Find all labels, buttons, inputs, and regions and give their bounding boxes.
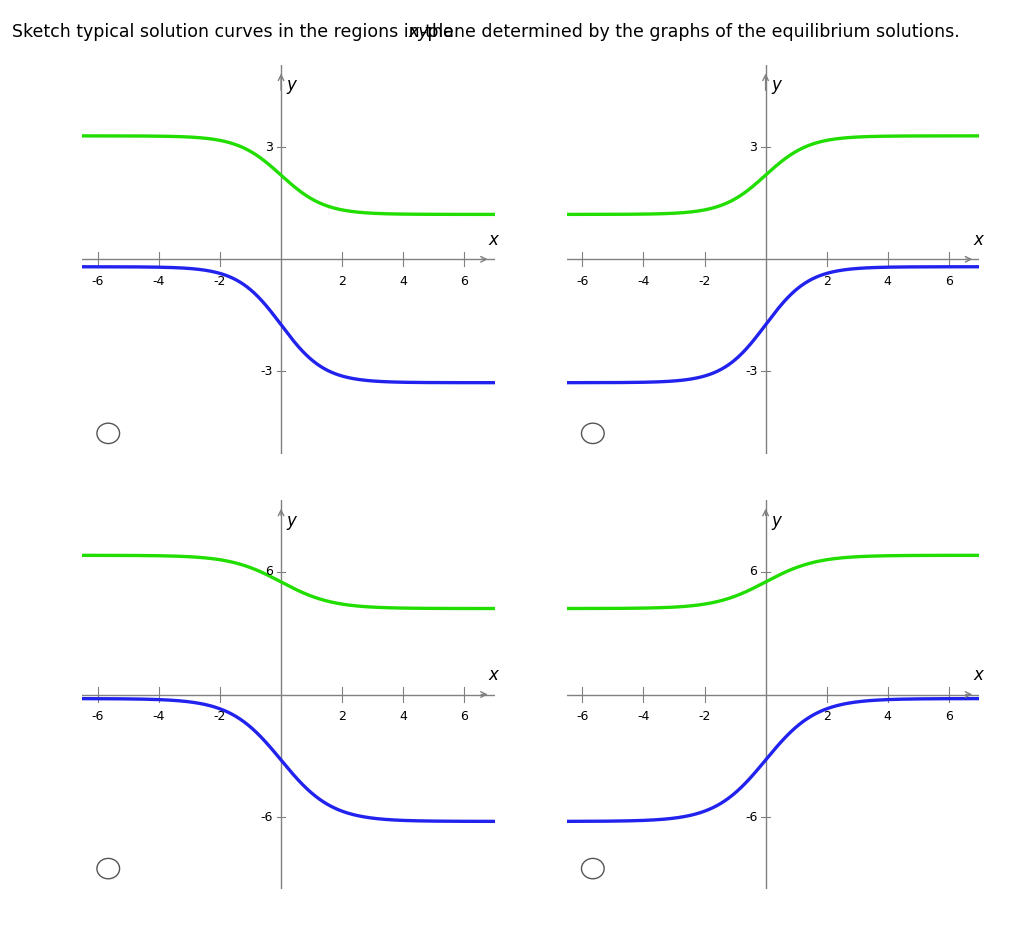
- Text: xy: xy: [408, 23, 429, 41]
- Text: 6: 6: [265, 565, 273, 578]
- Text: 6: 6: [461, 710, 468, 723]
- Text: -plane determined by the graphs of the equilibrium solutions.: -plane determined by the graphs of the e…: [422, 23, 960, 41]
- Text: 4: 4: [399, 275, 407, 288]
- Text: -6: -6: [576, 710, 589, 723]
- Text: 6: 6: [945, 275, 953, 288]
- Text: 4: 4: [884, 710, 892, 723]
- Text: -2: -2: [698, 710, 710, 723]
- Text: -2: -2: [698, 275, 710, 288]
- Text: 2: 2: [338, 275, 346, 288]
- Text: 3: 3: [750, 141, 758, 154]
- Text: -3: -3: [261, 365, 273, 378]
- Text: x: x: [973, 231, 983, 248]
- Text: -6: -6: [92, 710, 104, 723]
- Text: -4: -4: [637, 710, 650, 723]
- Text: -2: -2: [213, 710, 226, 723]
- Text: -4: -4: [153, 275, 165, 288]
- Text: -6: -6: [261, 811, 273, 824]
- Text: 6: 6: [945, 710, 953, 723]
- Text: -4: -4: [637, 275, 650, 288]
- Text: 2: 2: [338, 710, 346, 723]
- Text: -6: -6: [745, 811, 758, 824]
- Text: x: x: [973, 666, 983, 683]
- Text: y: y: [287, 77, 296, 94]
- Text: 2: 2: [823, 275, 831, 288]
- Text: x: x: [489, 231, 498, 248]
- Text: -2: -2: [213, 275, 226, 288]
- Text: 6: 6: [461, 275, 468, 288]
- Text: 4: 4: [399, 710, 407, 723]
- Text: -6: -6: [92, 275, 104, 288]
- Text: -4: -4: [153, 710, 165, 723]
- Text: 3: 3: [265, 141, 273, 154]
- Text: -6: -6: [576, 275, 589, 288]
- Text: x: x: [489, 666, 498, 683]
- Text: y: y: [771, 512, 780, 530]
- Text: y: y: [771, 77, 780, 94]
- Text: 2: 2: [823, 710, 831, 723]
- Text: 4: 4: [884, 275, 892, 288]
- Text: 6: 6: [750, 565, 758, 578]
- Text: Sketch typical solution curves in the regions in the: Sketch typical solution curves in the re…: [12, 23, 460, 41]
- Text: y: y: [287, 512, 296, 530]
- Text: -3: -3: [745, 365, 758, 378]
